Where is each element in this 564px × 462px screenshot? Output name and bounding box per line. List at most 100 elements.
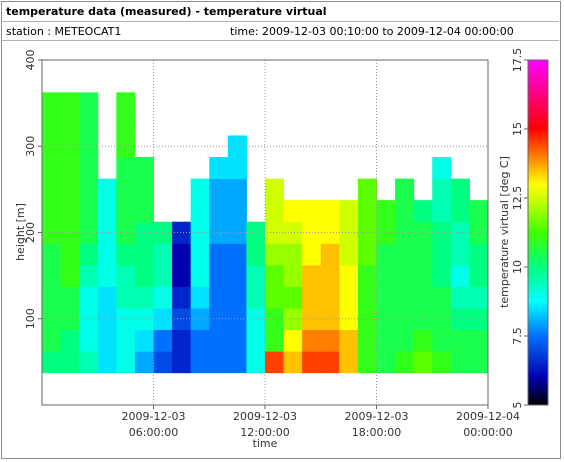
heatmap-cell bbox=[172, 286, 192, 309]
heatmap-cell bbox=[246, 264, 266, 287]
plot-frame bbox=[41, 59, 489, 406]
heatmap-cell bbox=[60, 286, 80, 309]
heatmap-cell bbox=[376, 243, 396, 266]
heatmap-cell bbox=[60, 92, 80, 115]
heatmap-cell bbox=[302, 221, 322, 244]
y-tick-label: 200 bbox=[24, 222, 37, 243]
heatmap-cell bbox=[60, 157, 80, 180]
heatmap-cell bbox=[116, 286, 136, 309]
heatmap-cell bbox=[339, 200, 359, 223]
heatmap-cell bbox=[357, 178, 377, 201]
heatmap-cell bbox=[153, 307, 173, 331]
heatmap-cell bbox=[339, 329, 359, 352]
heatmap-cell bbox=[97, 286, 117, 309]
heatmap-cell bbox=[97, 243, 117, 266]
heatmap-cell bbox=[302, 264, 322, 287]
heatmap-cell bbox=[376, 221, 396, 244]
heatmap-cell bbox=[469, 200, 489, 223]
heatmap-cell bbox=[116, 351, 136, 374]
heatmap-cell bbox=[265, 351, 285, 374]
heatmap-cell bbox=[190, 243, 210, 266]
heatmap-cell bbox=[283, 200, 303, 223]
heatmap-cell bbox=[283, 329, 303, 352]
heatmap-cell bbox=[376, 307, 396, 331]
heatmap-cell bbox=[97, 200, 117, 223]
heatmap-cell bbox=[116, 200, 136, 223]
x-axis-title: time bbox=[253, 437, 278, 450]
heatmap-cell bbox=[469, 221, 489, 244]
heatmap-cell bbox=[190, 221, 210, 244]
heatmap-cell bbox=[153, 264, 173, 287]
heatmap-cell bbox=[469, 264, 489, 287]
heatmap-cell bbox=[227, 286, 247, 309]
heatmap-cell bbox=[209, 221, 229, 244]
heatmap-cell bbox=[209, 178, 229, 201]
heatmap-cell bbox=[209, 157, 229, 180]
heatmap-cell bbox=[60, 351, 80, 374]
heatmap-cell bbox=[413, 286, 433, 309]
heatmap-cell bbox=[42, 264, 62, 287]
heatmap-cell bbox=[246, 286, 266, 309]
heatmap-cell bbox=[265, 178, 285, 201]
heatmap-cell bbox=[469, 286, 489, 309]
heatmap-cell bbox=[432, 329, 452, 352]
heatmap-cell bbox=[79, 200, 99, 223]
heatmap-cell bbox=[413, 200, 433, 223]
heatmap-cell bbox=[134, 157, 154, 180]
station: station : METEOCAT1 bbox=[6, 25, 122, 38]
heatmap-cell bbox=[209, 200, 229, 223]
heatmap-cell bbox=[376, 286, 396, 309]
heatmap-cell bbox=[302, 351, 322, 374]
heatmap-cell bbox=[97, 178, 117, 201]
heatmap-cell bbox=[357, 264, 377, 287]
heatmap-cell bbox=[246, 351, 266, 374]
heatmap-cell bbox=[97, 307, 117, 331]
heatmap-cell bbox=[60, 135, 80, 158]
colorbar bbox=[527, 59, 549, 406]
heatmap-cell bbox=[265, 286, 285, 309]
heatmap-cell bbox=[246, 329, 266, 352]
colorbar-tick-label: 7.5 bbox=[511, 327, 524, 345]
x-tick-label: 2009-12-03 18:00:00 bbox=[344, 410, 409, 439]
heatmap-cell bbox=[172, 329, 192, 352]
heatmap-cell bbox=[97, 329, 117, 352]
heatmap-cell bbox=[265, 307, 285, 331]
heatmap-cell bbox=[339, 243, 359, 266]
heatmap-cell bbox=[209, 243, 229, 266]
heatmap-cell bbox=[79, 264, 99, 287]
heatmap-cell bbox=[302, 200, 322, 223]
heatmap-cell bbox=[209, 286, 229, 309]
heatmap-cell bbox=[116, 307, 136, 331]
heatmap-cell bbox=[172, 307, 192, 331]
heatmap-cell bbox=[116, 157, 136, 180]
heatmap-cell bbox=[60, 243, 80, 266]
heatmap-cell bbox=[60, 178, 80, 201]
heatmap-cell bbox=[42, 200, 62, 223]
heatmap-cell bbox=[79, 351, 99, 374]
heatmap-cell bbox=[450, 286, 470, 309]
colorbar-tick-label: 10 bbox=[511, 260, 524, 274]
heatmap-cell bbox=[79, 113, 99, 136]
heatmap-cell bbox=[153, 286, 173, 309]
heatmap-cell bbox=[320, 200, 340, 223]
heatmap-cell bbox=[134, 243, 154, 266]
heatmap-cell bbox=[320, 351, 340, 374]
heatmap-cell bbox=[469, 351, 489, 374]
heatmap-cell bbox=[60, 329, 80, 352]
heatmap-cell bbox=[153, 243, 173, 266]
heatmap-cell bbox=[116, 329, 136, 352]
heatmap-cell bbox=[227, 243, 247, 266]
heatmap-cell bbox=[42, 178, 62, 201]
heatmap-cell bbox=[42, 329, 62, 352]
heatmap-cell bbox=[134, 286, 154, 309]
heatmap-cell bbox=[395, 264, 415, 287]
heatmap-cell bbox=[246, 243, 266, 266]
heatmap-cell bbox=[469, 307, 489, 331]
heatmap-cell bbox=[190, 264, 210, 287]
y-tick-label: 100 bbox=[24, 308, 37, 329]
heatmap-cell bbox=[283, 243, 303, 266]
heatmap-cell bbox=[190, 351, 210, 374]
heatmap-cell bbox=[320, 286, 340, 309]
heatmap-cell bbox=[395, 200, 415, 223]
heatmap-cell bbox=[134, 178, 154, 201]
